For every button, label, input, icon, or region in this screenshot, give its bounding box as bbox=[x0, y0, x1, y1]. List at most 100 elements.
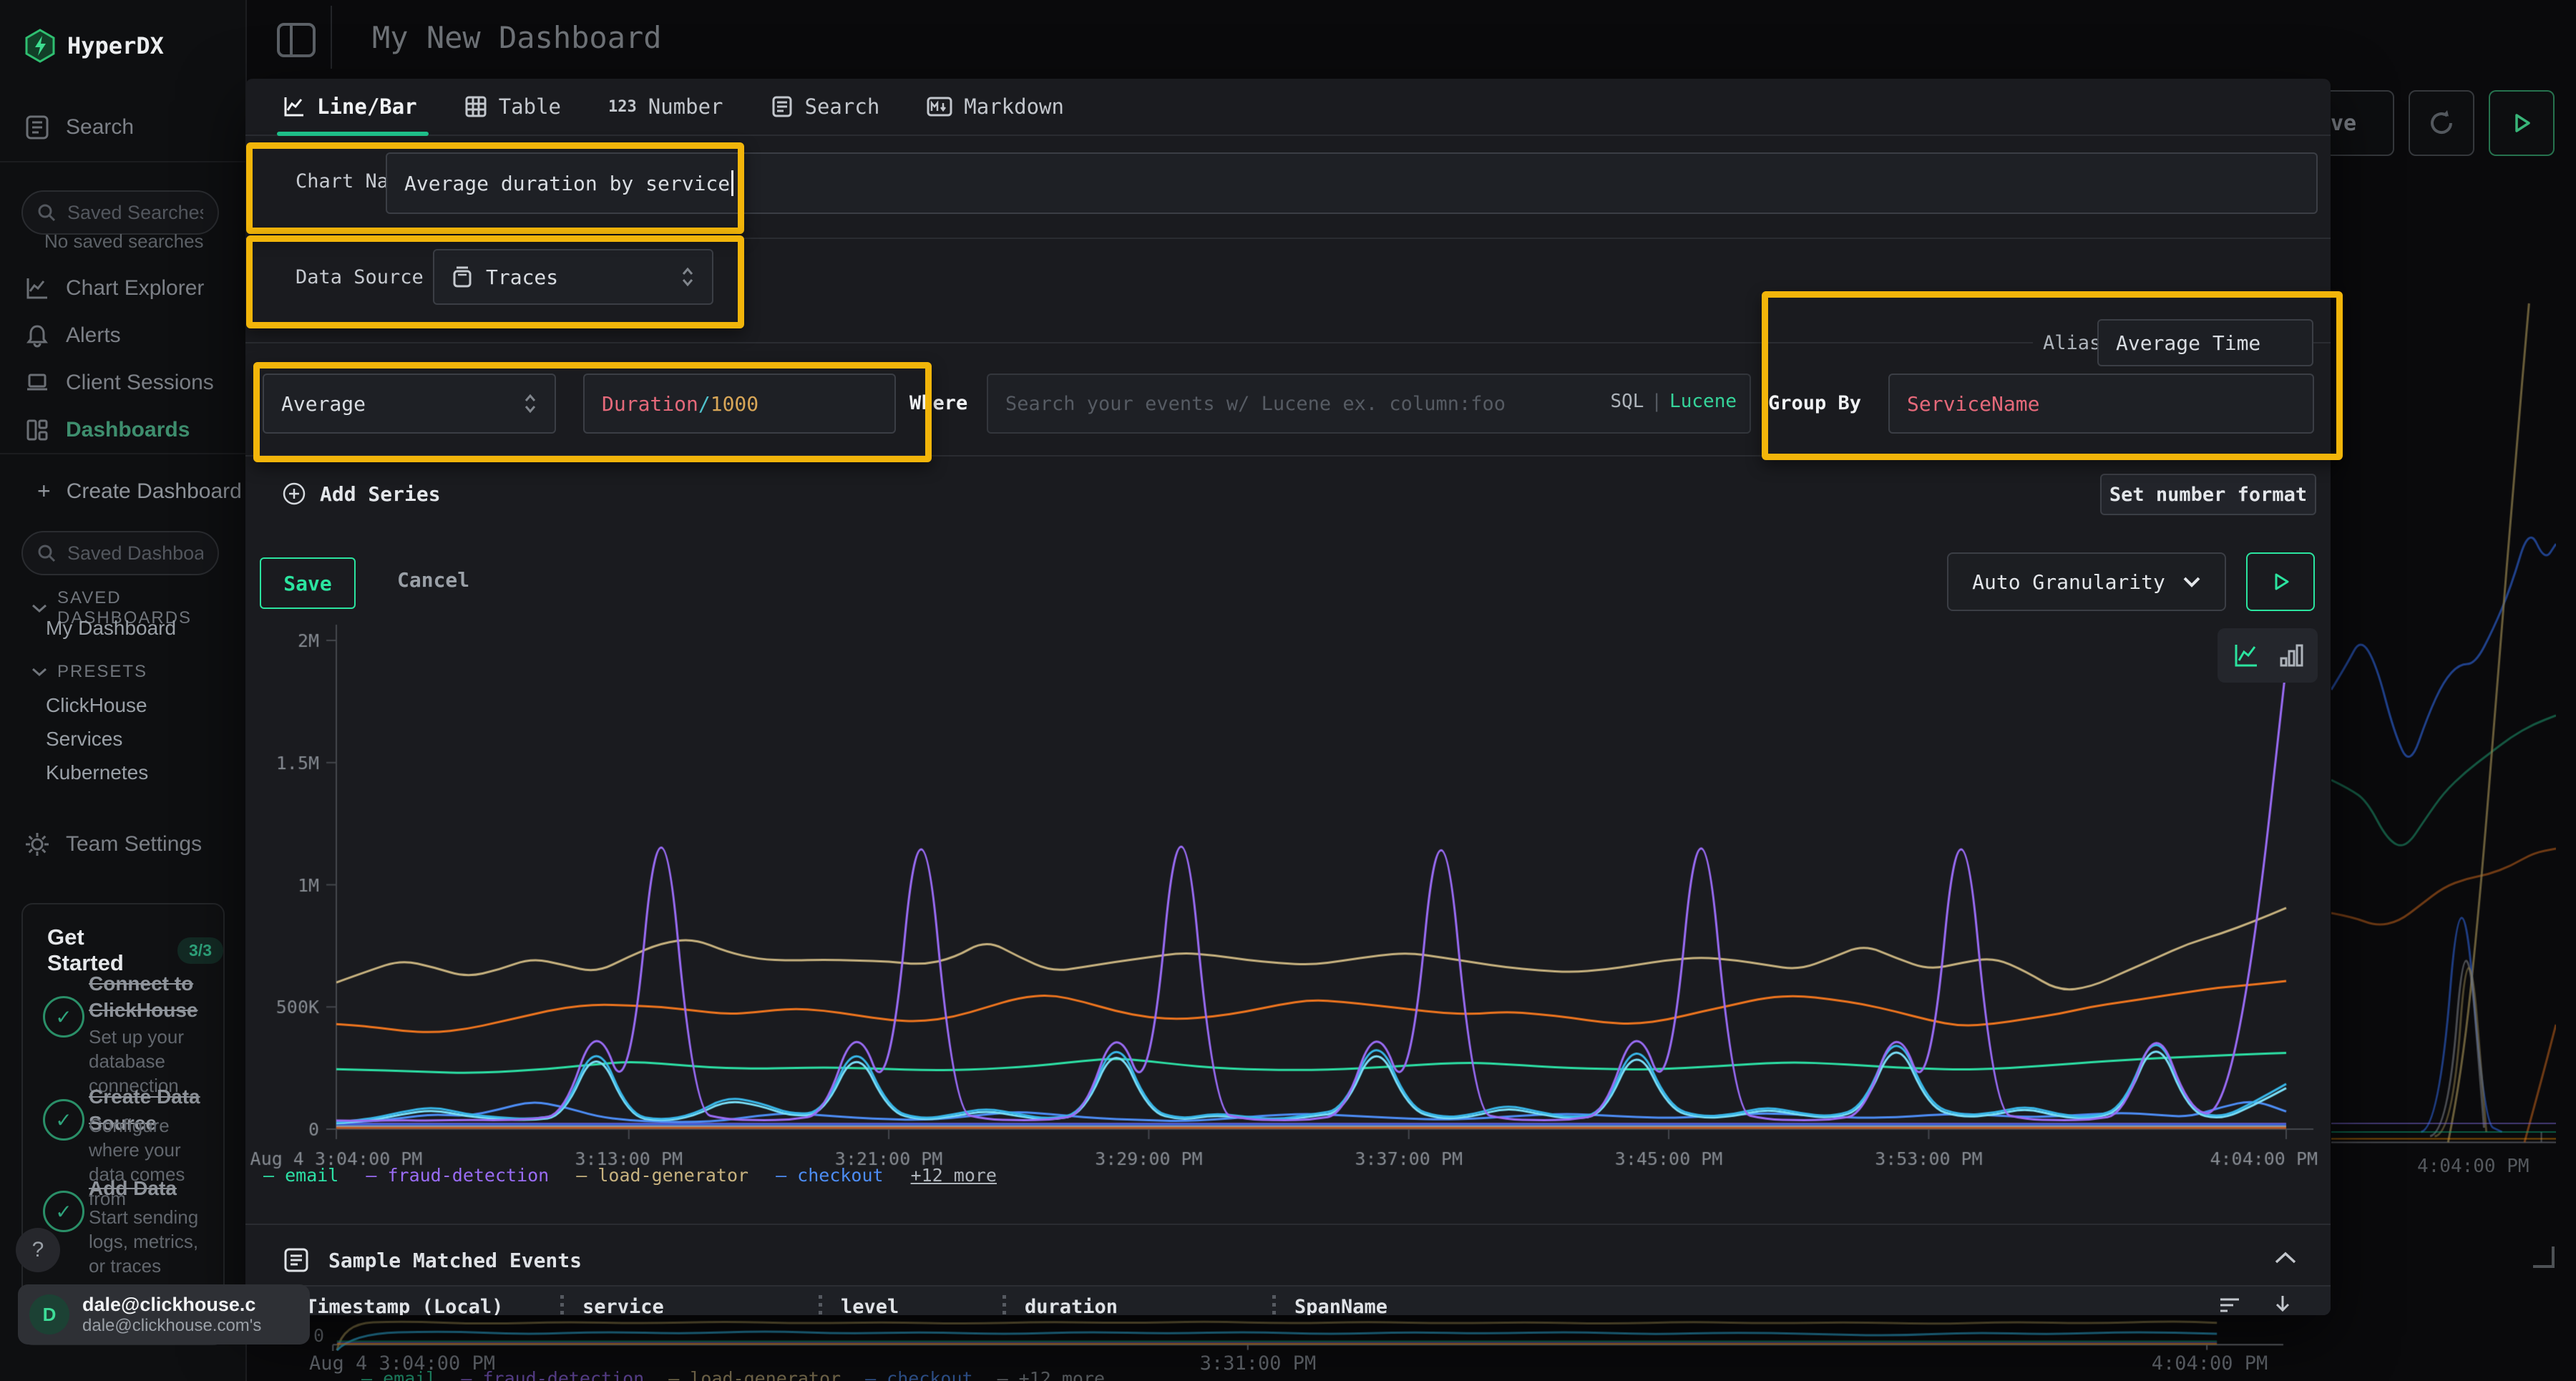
tab-label: Search bbox=[805, 94, 880, 119]
group-by-input[interactable]: ServiceName bbox=[1888, 374, 2314, 434]
refresh-button[interactable] bbox=[2409, 90, 2474, 156]
event-list-icon bbox=[283, 1246, 310, 1274]
sidebar-item-chart-explorer[interactable]: Chart Explorer bbox=[24, 275, 204, 301]
granularity-select[interactable]: Auto Granularity bbox=[1947, 552, 2226, 611]
tab-number[interactable]: 123 Number bbox=[608, 94, 723, 119]
sidebar-item-search[interactable]: Search bbox=[24, 114, 134, 140]
aggregation-value: Average bbox=[281, 392, 366, 416]
magnifier-icon bbox=[36, 542, 57, 564]
brand-label: HyperDX bbox=[67, 32, 164, 59]
divider bbox=[0, 161, 245, 162]
divider bbox=[245, 238, 2331, 239]
lucene-toggle[interactable]: Lucene bbox=[1669, 391, 1737, 412]
saved-dashboards-search[interactable] bbox=[21, 531, 219, 575]
chart-type-toggle[interactable] bbox=[2218, 628, 2318, 683]
database-icon bbox=[452, 265, 473, 289]
get-started-step-title[interactable]: Connect to ClickHouse bbox=[89, 970, 218, 1023]
cancel-button[interactable]: Cancel bbox=[397, 568, 469, 592]
chart-explorer-icon bbox=[24, 275, 50, 301]
preset-link-kubernetes[interactable]: Kubernetes bbox=[46, 761, 148, 784]
query-language-toggle[interactable]: SQL|Lucene bbox=[1610, 391, 1737, 412]
bar-chart-toggle-icon[interactable] bbox=[2279, 641, 2303, 670]
legend-item-fraud-detection[interactable]: — fraud-detection bbox=[366, 1165, 549, 1186]
brand[interactable]: HyperDX bbox=[24, 29, 164, 63]
user-chip[interactable]: D dale@clickhouse.c dale@clickhouse.com'… bbox=[18, 1284, 310, 1345]
sample-matched-events-header[interactable]: Sample Matched Events bbox=[283, 1246, 582, 1274]
get-started-step-desc: Start sending logs, metrics, or traces bbox=[89, 1205, 214, 1278]
saved-dashboards-input[interactable] bbox=[66, 542, 205, 565]
preset-link-clickhouse[interactable]: ClickHouse bbox=[46, 694, 147, 717]
column-resize-handle[interactable] bbox=[1002, 1295, 1006, 1315]
dashboard-link-my-dashboard[interactable]: My Dashboard bbox=[46, 617, 176, 640]
sql-toggle[interactable]: SQL bbox=[1610, 391, 1644, 412]
saved-searches-input[interactable] bbox=[66, 201, 205, 225]
column-header-level[interactable]: level bbox=[841, 1296, 998, 1316]
column-header-Timestamp (Local)[interactable]: Timestamp (Local) bbox=[306, 1296, 556, 1316]
background-legend-item: — fraud-detection bbox=[461, 1368, 644, 1381]
get-started-step-title[interactable]: Add Data bbox=[89, 1175, 218, 1201]
column-resize-handle[interactable] bbox=[1272, 1295, 1276, 1315]
legend-item-checkout[interactable]: — checkout bbox=[776, 1165, 884, 1186]
legend-more-link[interactable]: +12 more bbox=[911, 1165, 997, 1186]
presets-section[interactable]: PRESETS bbox=[31, 662, 147, 682]
tab-markdown[interactable]: Markdown bbox=[927, 94, 1064, 119]
set-number-format-button[interactable]: Set number format bbox=[2100, 474, 2316, 515]
line-chart-toggle-icon[interactable] bbox=[2232, 641, 2260, 670]
aggregation-select[interactable]: Average bbox=[263, 374, 556, 434]
sidebar-item-client-sessions[interactable]: Client Sessions bbox=[24, 370, 214, 396]
filter-rows-icon[interactable] bbox=[2218, 1294, 2243, 1315]
saved-searches-search[interactable] bbox=[21, 190, 219, 235]
divider bbox=[245, 342, 2331, 343]
tab-line-bar[interactable]: Line/Bar bbox=[283, 94, 417, 119]
laptop-icon bbox=[24, 370, 50, 396]
run-query-button[interactable] bbox=[2246, 552, 2315, 611]
duration-line-chart[interactable] bbox=[245, 612, 2321, 1234]
column-header-SpanName[interactable]: SpanName bbox=[1294, 1296, 1724, 1316]
toggle-divider: | bbox=[1644, 391, 1669, 412]
help-button[interactable]: ? bbox=[16, 1228, 60, 1272]
chevron-down-icon bbox=[31, 667, 47, 677]
tab-label: Number bbox=[648, 94, 723, 119]
field-expression-input[interactable]: Duration/1000 bbox=[583, 374, 896, 434]
select-chevrons-icon bbox=[523, 392, 537, 415]
column-header-service[interactable]: service bbox=[582, 1296, 814, 1316]
data-source-select[interactable]: Traces bbox=[433, 249, 713, 305]
user-team: dale@clickhouse.com's bbox=[82, 1316, 261, 1336]
no-saved-searches-note: No saved searches bbox=[44, 230, 204, 253]
chart-name-input[interactable]: Average duration by service bbox=[386, 152, 2318, 214]
group-by-label: Group By bbox=[1768, 392, 1861, 414]
column-resize-handle[interactable] bbox=[819, 1295, 822, 1315]
tab-label: Markdown bbox=[964, 94, 1064, 119]
legend-item-email[interactable]: — email bbox=[263, 1165, 338, 1186]
number-123-icon: 123 bbox=[608, 98, 637, 116]
operator-token: / bbox=[698, 392, 711, 416]
tile-resize-handle-icon[interactable] bbox=[2533, 1246, 2555, 1268]
preset-link-services[interactable]: Services bbox=[46, 728, 122, 751]
tab-table[interactable]: Table bbox=[464, 94, 561, 119]
add-series-button[interactable]: Add Series bbox=[281, 481, 441, 507]
background-bottom-x-label: 4:04:00 PM bbox=[2152, 1352, 2268, 1375]
background-bottom-chart bbox=[283, 1317, 2293, 1351]
collapse-section-icon[interactable] bbox=[2273, 1251, 2298, 1265]
column-header-duration[interactable]: duration bbox=[1025, 1296, 1268, 1316]
download-icon[interactable] bbox=[2272, 1294, 2293, 1315]
create-dashboard-button[interactable]: + Create Dashboard bbox=[37, 478, 242, 504]
sidebar-item-label: Search bbox=[66, 115, 134, 140]
sidebar-item-team-settings[interactable]: Team Settings bbox=[24, 831, 202, 857]
sidebar-item-label: Client Sessions bbox=[66, 371, 214, 395]
sidebar-item-dashboards[interactable]: Dashboards bbox=[24, 417, 190, 443]
check-circle-icon: ✓ bbox=[43, 1099, 84, 1141]
background-legend-item: — checkout bbox=[865, 1368, 973, 1381]
play-icon bbox=[2269, 570, 2292, 593]
save-button[interactable]: Save bbox=[260, 557, 356, 609]
alias-input[interactable]: Average Time bbox=[2097, 319, 2313, 366]
tab-search[interactable]: Search bbox=[771, 94, 880, 119]
column-resize-handle[interactable] bbox=[560, 1295, 564, 1315]
divider bbox=[245, 1224, 2331, 1225]
line-chart-icon bbox=[283, 95, 306, 118]
sidebar-collapse-icon[interactable] bbox=[275, 21, 317, 59]
legend-item-load-generator[interactable]: — load-generator bbox=[576, 1165, 748, 1186]
sidebar-item-alerts[interactable]: Alerts bbox=[24, 323, 121, 348]
live-play-button[interactable] bbox=[2489, 90, 2555, 156]
table-icon bbox=[464, 95, 487, 118]
